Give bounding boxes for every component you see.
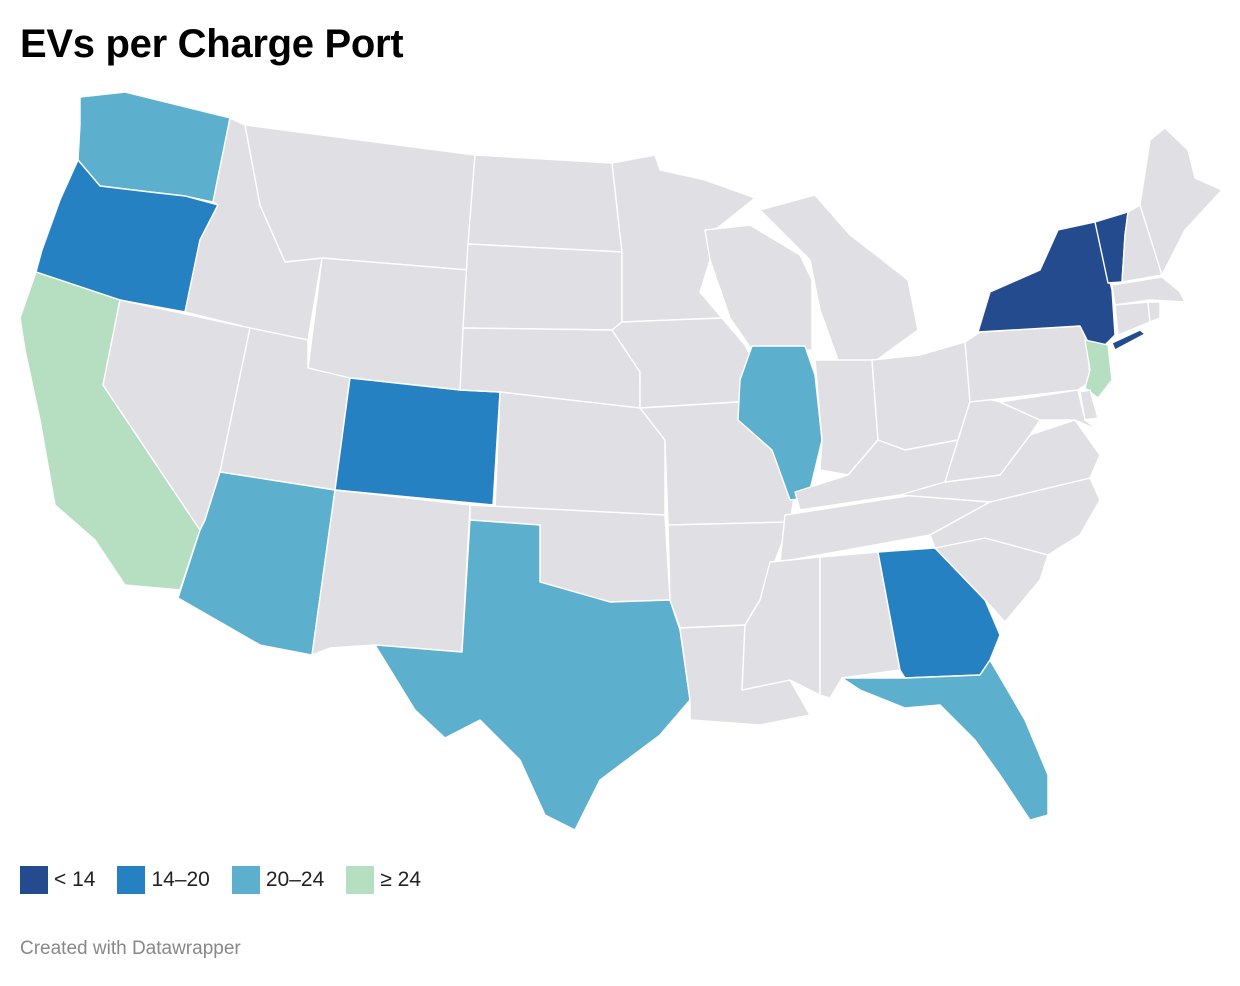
legend: < 14 14–20 20–24 ≥ 24 xyxy=(20,866,443,894)
state-nh[interactable] xyxy=(1121,204,1163,283)
state-ri[interactable] xyxy=(1147,301,1161,323)
state-sd[interactable] xyxy=(462,243,623,331)
state-tx[interactable] xyxy=(374,519,691,831)
state-wi[interactable] xyxy=(704,224,813,351)
legend-swatch xyxy=(231,866,260,894)
legend-swatch xyxy=(20,866,48,894)
legend-item: 14–20 xyxy=(117,866,210,894)
legend-label: 20–24 xyxy=(265,868,325,891)
state-ny[interactable] xyxy=(977,221,1116,346)
map-title: EVs per Charge Port xyxy=(20,22,404,66)
state-nm[interactable] xyxy=(311,489,471,656)
state-nd[interactable] xyxy=(467,154,623,253)
state-ny-long-island xyxy=(1111,329,1146,351)
legend-item: 20–24 xyxy=(231,866,325,894)
state-oh[interactable] xyxy=(871,341,973,451)
legend-label: ≥ 24 xyxy=(380,868,421,891)
state-nj[interactable] xyxy=(1084,339,1113,399)
footer-credit: Created with Datawrapper xyxy=(20,938,241,959)
state-ct[interactable] xyxy=(1114,301,1151,336)
legend-swatch xyxy=(117,866,146,894)
state-co[interactable] xyxy=(334,377,501,506)
legend-label: 14–20 xyxy=(151,868,210,891)
state-wy[interactable] xyxy=(307,257,469,391)
legend-swatch xyxy=(346,866,375,894)
state-ks[interactable] xyxy=(494,391,666,516)
state-me[interactable] xyxy=(1139,127,1223,276)
state-md[interactable] xyxy=(999,389,1099,431)
legend-label: < 14 xyxy=(54,868,96,891)
legend-item: ≥ 24 xyxy=(346,866,421,894)
state-mi[interactable] xyxy=(759,194,919,366)
state-mt[interactable] xyxy=(244,124,476,271)
state-fl[interactable] xyxy=(841,659,1049,821)
legend-item: < 14 xyxy=(20,866,95,894)
